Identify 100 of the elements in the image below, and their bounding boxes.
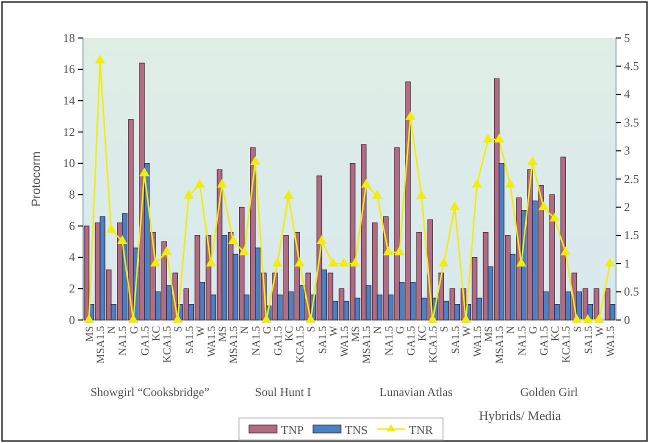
y2-tick-label: 1.5 bbox=[624, 228, 639, 242]
point bbox=[306, 314, 316, 323]
point bbox=[272, 258, 283, 267]
point bbox=[283, 190, 294, 199]
x-tick-label: KC bbox=[284, 326, 296, 342]
x-tick-label: KCA1.5 bbox=[560, 326, 573, 363]
point bbox=[350, 258, 360, 267]
x-tick-label: G bbox=[394, 326, 406, 334]
x-tick-label: KC bbox=[416, 326, 429, 342]
y-tick-label: 10 bbox=[63, 156, 75, 170]
y2-tick-label: 4 bbox=[624, 87, 630, 102]
x-tick-label: S bbox=[572, 326, 584, 332]
legend-label: TNS bbox=[345, 423, 368, 437]
x-tick-label: GA1.5 bbox=[139, 326, 152, 356]
point bbox=[549, 212, 560, 222]
point bbox=[383, 246, 394, 256]
y2-tick-label: 5 bbox=[624, 30, 630, 45]
y2-tick-label: 0 bbox=[624, 312, 630, 327]
y2-tick-label: 2 bbox=[624, 200, 630, 214]
point bbox=[94, 54, 106, 64]
x-tick-label: MS bbox=[350, 326, 362, 342]
x-tick-label: KCA1.5 bbox=[162, 326, 174, 363]
point bbox=[560, 246, 571, 256]
point bbox=[505, 178, 516, 188]
point bbox=[250, 156, 260, 166]
point bbox=[338, 258, 350, 267]
x-tick-label: S bbox=[306, 326, 318, 332]
x-tick-label: N bbox=[505, 326, 518, 334]
y-tick-label: 14 bbox=[63, 94, 75, 108]
point bbox=[527, 156, 538, 166]
point bbox=[450, 201, 460, 210]
x-tick-label: KC bbox=[550, 326, 562, 342]
point bbox=[84, 314, 94, 323]
x-tick-label: N bbox=[372, 326, 384, 334]
y-tick-label: 6 bbox=[69, 218, 75, 233]
x-tick-label: NA1.5 bbox=[250, 326, 262, 356]
point bbox=[261, 314, 272, 323]
point bbox=[594, 314, 604, 323]
point bbox=[194, 178, 205, 188]
y-tick-label: 2 bbox=[69, 282, 75, 296]
point bbox=[394, 246, 404, 256]
point bbox=[228, 235, 238, 244]
x-tick-label: WA1.5 bbox=[472, 326, 484, 357]
point bbox=[482, 134, 494, 142]
point bbox=[117, 235, 128, 244]
point bbox=[538, 201, 549, 210]
point bbox=[184, 190, 194, 199]
x-tick-label: KC bbox=[150, 326, 162, 342]
x-tick-label: WA1.5 bbox=[605, 326, 618, 357]
x-tick-label: NA1.5 bbox=[117, 326, 130, 356]
x-tick-label: S bbox=[172, 326, 185, 332]
x-tick-label: SA1.5 bbox=[582, 326, 595, 354]
x-tick-label: N bbox=[239, 326, 252, 334]
point bbox=[239, 246, 250, 256]
text: Golden Girl bbox=[520, 385, 579, 399]
y2-tick-label: 0.5 bbox=[624, 284, 639, 299]
x-tick-label: KCA1.5 bbox=[294, 326, 307, 363]
x-tick-label: GA1.5 bbox=[272, 326, 284, 356]
point bbox=[372, 190, 382, 199]
x-tick-label: G bbox=[128, 326, 140, 334]
x-tick-label: NA1.5 bbox=[383, 326, 396, 356]
point bbox=[428, 314, 438, 323]
y2-tick-label: 4.5 bbox=[624, 59, 639, 74]
x-tick-label: MSA1.5 bbox=[494, 326, 506, 364]
point bbox=[128, 314, 138, 323]
x-axis-title: Hybrids/ Media bbox=[479, 408, 562, 423]
point bbox=[460, 314, 471, 323]
x-tick-label: MSA1.5 bbox=[95, 326, 108, 364]
x-tick-label: S bbox=[438, 326, 451, 332]
x-tick-label: SA1.5 bbox=[316, 326, 329, 354]
point bbox=[572, 314, 582, 323]
point bbox=[604, 258, 616, 267]
point bbox=[172, 314, 183, 323]
y-tick-label: 12 bbox=[63, 124, 75, 139]
point bbox=[161, 246, 172, 256]
x-tick-label: W bbox=[194, 325, 207, 336]
point bbox=[438, 258, 449, 267]
x-tick-label: SA1.5 bbox=[184, 326, 196, 354]
x-tick-label: KCA1.5 bbox=[428, 326, 440, 363]
y-tick-label: 4 bbox=[69, 250, 75, 264]
x-tick-label: W bbox=[460, 325, 473, 336]
point bbox=[472, 178, 482, 188]
x-tick-label: N bbox=[106, 326, 118, 334]
text: Showgirl “Cooksbridge” bbox=[90, 385, 210, 399]
y-tick-label: 0 bbox=[69, 312, 75, 327]
x-tick-label: G bbox=[527, 326, 540, 334]
point bbox=[582, 314, 593, 323]
x-tick-label: MS bbox=[84, 326, 96, 342]
x-tick-label: G bbox=[261, 326, 274, 334]
point bbox=[150, 258, 161, 267]
legend-label: TNP bbox=[281, 423, 304, 437]
y-axis-title: Protocorm bbox=[29, 151, 43, 207]
x-tick-label: MS bbox=[217, 326, 230, 342]
y-tick-label: 16 bbox=[63, 62, 75, 76]
point bbox=[316, 235, 327, 244]
point bbox=[216, 178, 228, 188]
x-tick-label: NA1.5 bbox=[516, 326, 528, 356]
point bbox=[139, 167, 150, 176]
x-tick-label: SA1.5 bbox=[450, 326, 462, 354]
y2-tick-label: 3.5 bbox=[624, 115, 639, 130]
